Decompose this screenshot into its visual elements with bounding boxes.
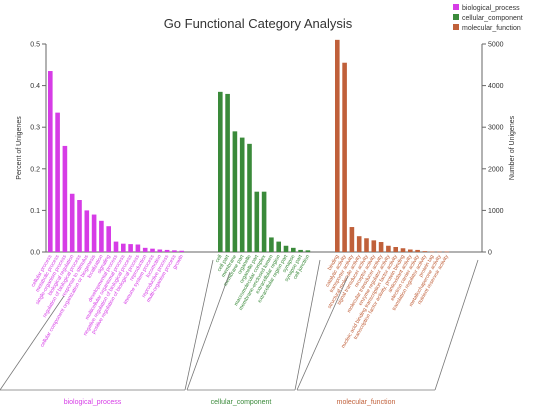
group-label-biological_process: biological_process [64,399,122,406]
bar-biological_process [55,112,60,252]
left-tick-label: 0.2 [30,166,40,173]
legend-label-cellular_component: cellular_component [462,15,523,22]
bracket-left-cellular_component [186,271,231,391]
right-tick-label: 1000 [488,208,504,215]
legend-label-molecular_function: molecular_function [462,25,521,32]
bar-biological_process [150,248,155,252]
bar-cellular_component [298,249,303,252]
bar-molecular_function [437,251,442,253]
legend-swatch-molecular_function [453,24,459,30]
right-axis-label: Number of Unigenes [509,115,516,180]
bar-biological_process [99,220,104,252]
bar-biological_process [121,243,126,252]
bar-cellular_component [254,191,260,252]
right-tick-label: 5000 [488,42,504,49]
left-tick-label: 0.0 [30,250,40,257]
bar-biological_process [69,193,75,252]
right-tick-label: 4000 [488,83,504,90]
legend-label-biological_process: biological_process [462,5,520,12]
bracket-left-biological_process [0,295,65,391]
bars [48,39,450,253]
bar-biological_process [164,249,170,252]
bar-cellular_component [247,143,252,252]
right-tick-label: 3000 [488,125,504,132]
bar-biological_process [142,247,148,252]
left-axis-label: Percent of Unigenes [16,116,23,180]
group-label-molecular_function: molecular_function [337,399,396,406]
bar-cellular_component [283,245,289,252]
bar-cellular_component [276,241,281,252]
bar-molecular_function [408,249,413,252]
bar-cellular_component [291,247,296,252]
bar-cellular_component [239,137,245,252]
bar-molecular_function [335,39,340,253]
bar-biological_process [91,214,97,252]
bracket-right-biological_process [184,259,214,391]
left-tick-label: 0.3 [30,125,40,132]
bar-biological_process [77,200,82,252]
bar-biological_process [157,249,163,252]
bar-molecular_function [444,251,450,253]
bar-molecular_function [356,236,362,252]
bar-biological_process [48,71,53,252]
bar-biological_process [113,241,119,252]
bar-biological_process [84,210,90,252]
bracket-right-cellular_component [294,259,321,391]
bar-molecular_function [400,248,406,252]
bar-molecular_function [364,238,369,252]
bar-molecular_function [393,247,398,252]
bar-biological_process [179,250,184,252]
bar-molecular_function [429,251,435,253]
bracket-left-molecular_function [296,275,349,391]
bar-cellular_component [305,250,311,252]
bar-cellular_component [218,91,223,252]
bar-cellular_component [269,237,274,252]
bar-molecular_function [349,227,355,252]
left-tick-label: 0.4 [30,83,40,90]
chart-title: Go Functional Category Analysis [164,16,353,31]
right-tick-label: 0 [488,250,492,257]
group-label-cellular_component: cellular_component [211,399,272,406]
bar-molecular_function [415,249,420,252]
legend-swatch-biological_process [453,4,459,10]
bar-biological_process [135,244,141,252]
left-tick-label: 0.5 [30,42,40,49]
left-tick-label: 0.1 [30,208,40,215]
bar-molecular_function [371,240,377,252]
right-axis-ticks: 0 1000 2000 3000 4000 5000 [482,42,504,257]
left-axis-ticks: 0.0 0.1 0.2 0.3 0.4 0.5 [30,42,46,257]
legend: biological_process cellular_componentmole… [453,4,523,32]
bar-molecular_function [342,62,347,252]
bar-cellular_component [261,191,267,252]
bar-cellular_component [225,93,230,252]
right-tick-label: 2000 [488,166,504,173]
bar-biological_process [128,244,133,252]
bar-biological_process [172,250,177,252]
bar-molecular_function [386,245,391,252]
bar-biological_process [106,226,111,252]
bar-molecular_function [378,242,384,252]
bar-molecular_function [422,251,428,252]
bar-biological_process [62,145,68,252]
group-brackets: biological_process cellular_component mole… [0,259,479,406]
bracket-right-molecular_function [434,259,479,391]
legend-swatch-cellular_component [453,14,459,20]
category-label: cell [214,254,223,264]
bar-cellular_component [232,131,238,252]
